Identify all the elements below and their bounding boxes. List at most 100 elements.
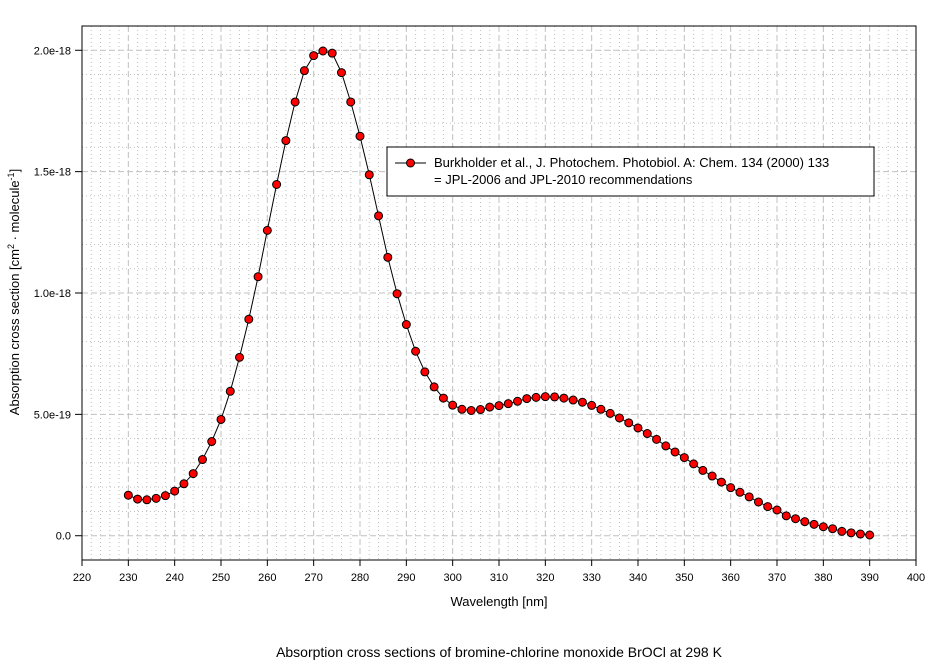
legend-label: Burkholder et al., J. Photochem. Photobi… — [434, 155, 829, 170]
data-point — [670, 447, 680, 457]
data-point — [865, 530, 875, 540]
data-point — [346, 97, 356, 107]
data-point — [290, 97, 300, 107]
data-point — [735, 487, 745, 497]
data-point — [744, 492, 754, 502]
data-point — [457, 404, 467, 414]
data-point — [123, 490, 133, 500]
y-label-sup2: -1 — [6, 172, 16, 180]
data-point — [698, 465, 708, 475]
data-point — [216, 414, 226, 424]
data-point — [207, 437, 217, 447]
data-point — [179, 479, 189, 489]
y-label-end: ] — [7, 169, 22, 173]
chart-title: Absorption cross sections of bromine-chl… — [276, 644, 723, 660]
data-point — [568, 395, 578, 405]
data-point — [475, 405, 485, 415]
x-tick-label: 260 — [258, 572, 276, 584]
data-point — [401, 320, 411, 330]
data-point — [272, 180, 282, 190]
x-tick-label: 340 — [629, 572, 647, 584]
data-point — [188, 469, 198, 479]
x-tick-label: 380 — [814, 572, 832, 584]
x-tick-label: 230 — [119, 572, 137, 584]
x-tick-label: 240 — [165, 572, 183, 584]
x-tick-label: 300 — [443, 572, 461, 584]
y-axis: 0.0 5.0e-19 1.0e-18 1.5e-18 2.0e-18 — [34, 45, 82, 543]
data-point — [235, 352, 245, 362]
data-point — [614, 413, 624, 423]
data-point — [781, 511, 791, 521]
data-point — [531, 392, 541, 402]
x-tick-label: 250 — [212, 572, 230, 584]
series-markers — [123, 46, 875, 540]
data-point — [411, 346, 421, 356]
data-point — [392, 289, 402, 299]
data-point — [846, 528, 856, 538]
y-tick-label: 0.0 — [56, 531, 71, 543]
grid — [82, 26, 916, 560]
data-point — [494, 401, 504, 411]
legend-box — [386, 146, 875, 197]
data-point — [160, 491, 170, 501]
data-point — [225, 386, 235, 396]
data-point — [327, 48, 337, 58]
data-point — [716, 477, 726, 487]
x-tick-label: 270 — [304, 572, 322, 584]
legend-label-line2: = JPL-2006 and JPL-2010 recommendations — [434, 172, 693, 187]
data-point — [652, 434, 662, 444]
x-tick-label: 350 — [675, 572, 693, 584]
data-point — [170, 486, 180, 496]
data-point — [364, 170, 374, 180]
data-point — [763, 502, 773, 512]
data-point — [726, 483, 736, 493]
data-point — [522, 394, 532, 404]
data-point — [299, 66, 309, 76]
data-point — [828, 524, 838, 534]
data-point — [503, 399, 513, 409]
x-tick-label: 320 — [536, 572, 554, 584]
data-point — [281, 136, 291, 146]
y-tick-label: 2.0e-18 — [34, 45, 71, 57]
data-point — [485, 402, 495, 412]
data-point — [809, 519, 819, 529]
data-point — [420, 367, 430, 377]
data-point — [355, 131, 365, 141]
data-point — [624, 418, 634, 428]
data-point — [855, 529, 865, 539]
data-point — [605, 408, 615, 418]
data-point — [253, 272, 263, 282]
data-point — [374, 211, 384, 221]
data-point — [772, 505, 782, 515]
data-point — [791, 514, 801, 524]
data-point — [559, 393, 569, 403]
data-point — [633, 423, 643, 433]
data-point — [448, 400, 458, 410]
x-axis-label: Wavelength [nm] — [450, 594, 547, 609]
data-point — [596, 404, 606, 414]
x-tick-label: 280 — [351, 572, 369, 584]
data-point — [661, 441, 671, 451]
data-point — [837, 526, 847, 536]
data-point — [587, 400, 597, 410]
x-tick-label: 370 — [768, 572, 786, 584]
data-point — [540, 392, 550, 402]
data-point — [318, 46, 328, 56]
data-point — [679, 453, 689, 463]
data-point — [689, 459, 699, 469]
data-point — [466, 405, 476, 415]
data-point — [550, 392, 560, 402]
x-tick-label: 220 — [73, 572, 91, 584]
x-tick-label: 360 — [721, 572, 739, 584]
data-point — [336, 68, 346, 78]
y-tick-label: 1.5e-18 — [34, 167, 71, 179]
data-point — [309, 51, 319, 61]
x-tick-label: 390 — [860, 572, 878, 584]
data-point — [818, 522, 828, 532]
data-point — [707, 471, 717, 481]
x-axis: 220 230 240 250 260 270 280 290 300 310 320 330 340 3… — [73, 560, 925, 584]
legend: Burkholder et al., J. Photochem. Photobi… — [386, 146, 875, 197]
data-point — [438, 393, 448, 403]
legend-marker — [406, 158, 415, 168]
